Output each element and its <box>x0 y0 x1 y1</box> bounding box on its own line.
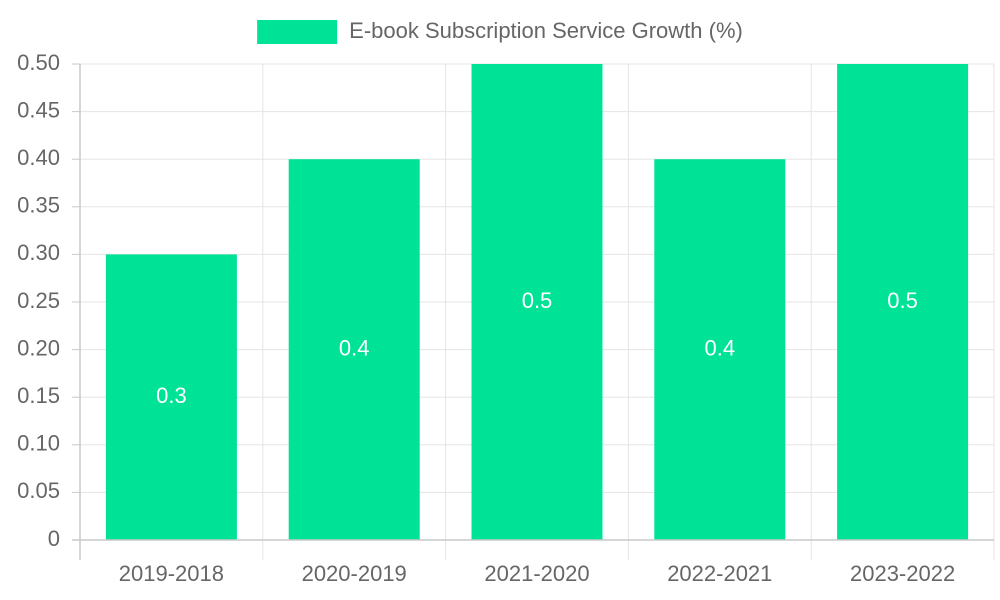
y-tick-label: 0.15 <box>17 383 60 408</box>
bar[interactable] <box>288 159 420 540</box>
bar[interactable] <box>471 64 603 540</box>
x-tick-label: 2020-2019 <box>302 561 407 586</box>
legend-swatch[interactable] <box>257 20 338 44</box>
y-tick-label: 0.45 <box>17 97 60 122</box>
y-tick-label: 0.20 <box>17 335 60 360</box>
bar[interactable] <box>654 159 786 540</box>
legend[interactable]: E-book Subscription Service Growth (%) <box>257 18 743 44</box>
bar[interactable] <box>105 254 237 540</box>
y-axis-ticks: 0 0.05 0.10 0.15 0.20 0.25 0.30 0.35 0.40 0.45 0.5… <box>17 50 80 551</box>
axes <box>72 64 994 560</box>
data-labels: 0.3 0.4 0.5 0.4 0.5 <box>156 288 918 408</box>
bar-data-label: 0.5 <box>522 288 553 313</box>
x-axis-ticks: 2019-2018 2020-2019 2021-2020 2022-2021 2023… <box>119 561 955 586</box>
bar-data-label: 0.4 <box>705 335 736 360</box>
x-tick-label: 2023-2022 <box>850 561 955 586</box>
y-tick-label: 0.10 <box>17 431 60 456</box>
legend-label[interactable]: E-book Subscription Service Growth (%) <box>349 18 743 43</box>
x-tick-label: 2022-2021 <box>667 561 772 586</box>
bar-data-label: 0.4 <box>339 335 370 360</box>
y-tick-label: 0.25 <box>17 288 60 313</box>
y-tick-label: 0.30 <box>17 240 60 265</box>
bar-data-label: 0.3 <box>156 383 187 408</box>
x-tick-label: 2021-2020 <box>484 561 589 586</box>
y-tick-label: 0.50 <box>17 50 60 75</box>
bar-data-label: 0.5 <box>887 288 918 313</box>
bars <box>105 64 969 540</box>
y-tick-label: 0 <box>48 526 60 551</box>
x-tick-label: 2019-2018 <box>119 561 224 586</box>
y-tick-label: 0.40 <box>17 145 60 170</box>
bar[interactable] <box>837 64 969 540</box>
y-tick-label: 0.35 <box>17 193 60 218</box>
y-tick-label: 0.05 <box>17 478 60 503</box>
